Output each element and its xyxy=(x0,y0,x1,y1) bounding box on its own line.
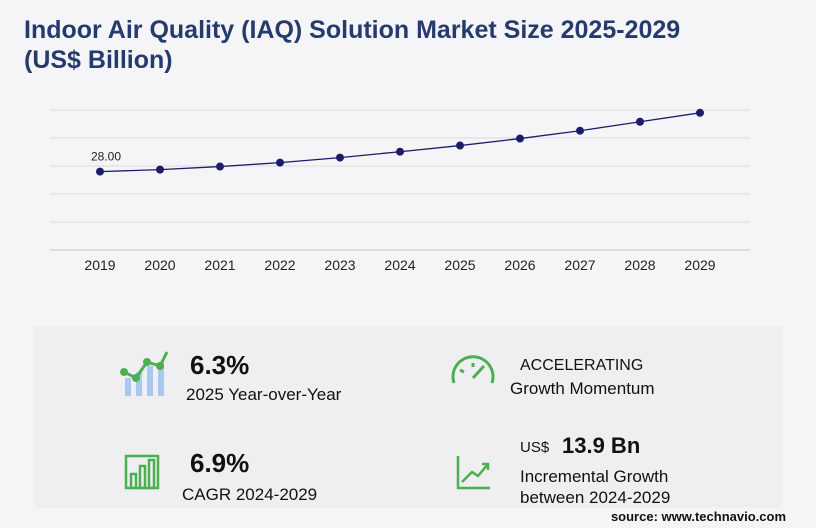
cagr-value: 6.9% xyxy=(190,448,249,478)
data-point xyxy=(516,134,524,143)
x-tick-label: 2024 xyxy=(384,257,415,273)
incremental-icon xyxy=(456,456,490,490)
momentum-value: ACCELERATING xyxy=(520,357,643,374)
incremental-unit: US$ xyxy=(520,439,550,456)
x-tick-label: 2023 xyxy=(324,257,355,273)
x-tick-label: 2025 xyxy=(444,257,475,273)
cagr-icon xyxy=(124,454,160,490)
data-point xyxy=(216,162,224,171)
x-tick-label: 2022 xyxy=(264,257,295,273)
data-point xyxy=(456,141,464,150)
yoy-value: 6.3% xyxy=(190,350,249,380)
x-tick-label: 2029 xyxy=(684,257,715,273)
source: source: www.technavio.com xyxy=(611,509,786,524)
data-point xyxy=(636,117,644,126)
x-tick-label: 2027 xyxy=(564,257,595,273)
x-tick-label: 2026 xyxy=(504,257,535,273)
data-point xyxy=(156,165,164,174)
momentum-icon xyxy=(451,355,495,384)
chart-title: Indoor Air Quality (IAQ) Solution Market… xyxy=(24,16,680,44)
data-point xyxy=(276,158,284,167)
incremental-value: 13.9 Bn xyxy=(562,433,640,458)
x-tick-label: 2020 xyxy=(144,257,175,273)
momentum-label: Growth Momentum xyxy=(510,379,655,398)
x-tick-label: 2028 xyxy=(624,257,655,273)
yoy-icon xyxy=(120,351,169,396)
x-tick-label: 2019 xyxy=(84,257,115,273)
data-point xyxy=(396,147,404,156)
data-point xyxy=(696,108,704,117)
data-label: 28.00 xyxy=(91,150,121,164)
chart-subtitle: (US$ Billion) xyxy=(24,46,173,74)
incremental-label: between 2024-2029 xyxy=(520,488,670,507)
x-tick-label: 2021 xyxy=(204,257,235,273)
cagr-label: CAGR 2024-2029 xyxy=(182,485,317,504)
data-point xyxy=(336,153,344,162)
data-point xyxy=(96,167,104,176)
yoy-label: 2025 Year-over-Year xyxy=(186,385,342,404)
chart: 2019 2020 2021 2022 2023 2024 2025 2026 2027 2028… xyxy=(50,108,750,273)
data-line xyxy=(99,112,701,173)
data-point xyxy=(576,126,584,135)
incremental-label: Incremental Growth xyxy=(520,467,668,486)
